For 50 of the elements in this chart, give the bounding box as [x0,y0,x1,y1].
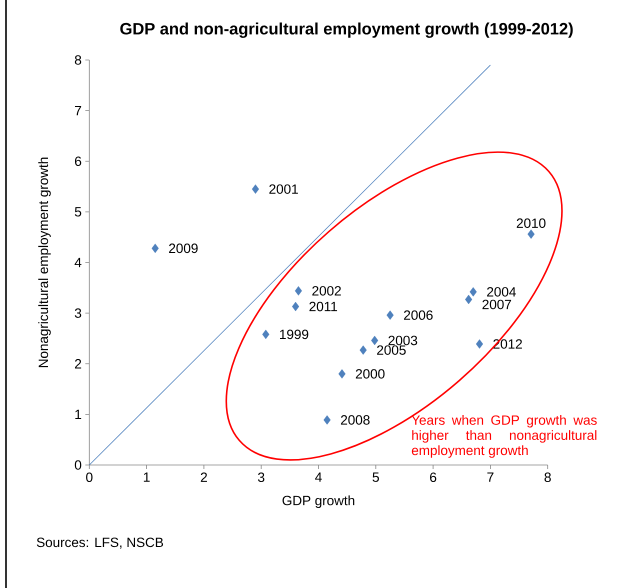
chart-title: GDP and non-agricultural employment growth (1999-2012) [120,22,573,38]
point [338,369,346,379]
y-tick-label: 4 [74,258,82,268]
x-tick-label: 3 [258,472,264,482]
point [294,286,302,296]
point [324,415,331,425]
annotation: 2003 [388,336,418,346]
point [528,229,535,239]
x-tick-label: 6 [430,472,436,482]
x-tick-label: 2 [200,472,207,482]
annotation: 2004 [487,287,516,297]
annotation: 2006 [404,310,433,320]
y-axis-title: Nonagricultural employment growth [38,158,51,368]
y-tick-label: 8 [74,55,82,65]
annotation: 2002 [312,286,341,296]
annotation: 2009 [169,244,198,254]
annotation: 2001 [269,184,298,194]
annotation: 2000 [356,369,385,379]
x-tick-label: 1 [144,472,150,482]
point [360,345,367,355]
y-tick-label: 5 [74,207,82,217]
x-tick-label: 8 [544,472,551,482]
annotation: 2007 [482,300,512,310]
x-axis-title: GDP growth [282,495,354,508]
point [152,244,159,254]
point [371,336,378,346]
x-tick-label: 7 [487,472,494,482]
point [292,302,300,312]
y-tick-label: 1 [75,410,82,419]
point [465,294,472,304]
point [262,330,270,340]
point [386,310,394,320]
source-note: Sources: LFS, NSCB [36,538,164,549]
x-tick-label: 5 [372,472,379,482]
annotation: 2008 [340,415,370,425]
point [476,339,484,349]
y-tick-label: 0 [74,460,82,470]
point [252,184,260,194]
y-tick-label: 6 [74,156,82,166]
annotation: 1999 [280,330,308,340]
y-tick-label: 7 [74,106,82,116]
y-tick-label: 2 [74,359,82,368]
x-tick-label: 0 [86,472,93,482]
annotation: 2010 [516,218,546,228]
y-tick-label: 3 [74,308,82,318]
annotation: 2005 [377,345,406,355]
point [470,287,477,297]
annotation: 2011 [309,302,338,312]
x-tick-label: 4 [315,472,322,482]
annotation: Years when GDP growth was higher than nonagricultural employment growth [412,414,597,458]
